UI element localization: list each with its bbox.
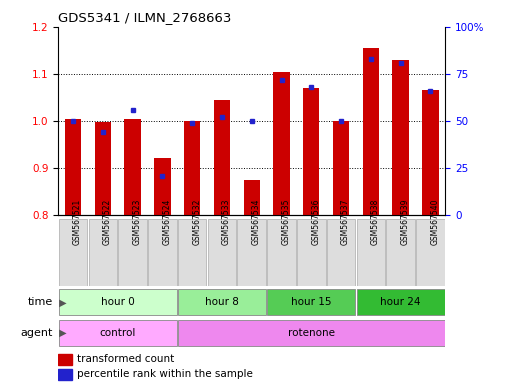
Bar — [362, 48, 378, 215]
FancyBboxPatch shape — [415, 219, 444, 286]
FancyBboxPatch shape — [356, 290, 444, 315]
FancyBboxPatch shape — [267, 290, 355, 315]
Bar — [302, 88, 319, 215]
FancyBboxPatch shape — [178, 290, 266, 315]
Bar — [392, 60, 408, 215]
Bar — [213, 100, 230, 215]
Text: GSM567540: GSM567540 — [430, 199, 438, 245]
FancyBboxPatch shape — [356, 219, 384, 286]
FancyBboxPatch shape — [207, 219, 236, 286]
Bar — [58, 354, 72, 365]
FancyBboxPatch shape — [385, 219, 414, 286]
Text: ▶: ▶ — [56, 328, 66, 338]
Text: GSM567538: GSM567538 — [370, 199, 379, 245]
Text: GSM567535: GSM567535 — [281, 199, 290, 245]
Bar — [58, 369, 72, 380]
Text: time: time — [28, 297, 53, 308]
FancyBboxPatch shape — [59, 219, 87, 286]
Text: GSM567537: GSM567537 — [340, 199, 349, 245]
FancyBboxPatch shape — [178, 320, 444, 346]
Text: GDS5341 / ILMN_2768663: GDS5341 / ILMN_2768663 — [58, 11, 231, 24]
Bar — [184, 121, 200, 215]
Bar — [421, 90, 438, 215]
FancyBboxPatch shape — [59, 290, 176, 315]
Text: GSM567522: GSM567522 — [103, 199, 112, 245]
Text: ▶: ▶ — [56, 297, 66, 308]
Text: transformed count: transformed count — [77, 354, 174, 364]
Text: rotenone: rotenone — [287, 328, 334, 338]
FancyBboxPatch shape — [88, 219, 117, 286]
Text: GSM567532: GSM567532 — [192, 199, 201, 245]
FancyBboxPatch shape — [267, 219, 295, 286]
FancyBboxPatch shape — [59, 320, 176, 346]
FancyBboxPatch shape — [118, 219, 146, 286]
FancyBboxPatch shape — [326, 219, 355, 286]
Text: hour 8: hour 8 — [205, 297, 238, 308]
Text: GSM567523: GSM567523 — [132, 199, 141, 245]
Text: control: control — [99, 328, 136, 338]
Text: hour 0: hour 0 — [100, 297, 134, 308]
Bar — [243, 180, 260, 215]
Text: GSM567536: GSM567536 — [311, 199, 320, 245]
Bar — [154, 158, 170, 215]
Bar — [273, 71, 289, 215]
Text: GSM567534: GSM567534 — [251, 199, 260, 245]
FancyBboxPatch shape — [148, 219, 176, 286]
FancyBboxPatch shape — [178, 219, 206, 286]
Text: GSM567521: GSM567521 — [73, 199, 82, 245]
Bar — [65, 119, 81, 215]
Bar — [124, 119, 140, 215]
Text: GSM567524: GSM567524 — [162, 199, 171, 245]
Bar — [94, 122, 111, 215]
FancyBboxPatch shape — [296, 219, 325, 286]
Text: agent: agent — [21, 328, 53, 338]
FancyBboxPatch shape — [237, 219, 266, 286]
Text: hour 24: hour 24 — [380, 297, 420, 308]
Text: GSM567533: GSM567533 — [222, 199, 230, 245]
Text: percentile rank within the sample: percentile rank within the sample — [77, 369, 252, 379]
Bar — [332, 121, 348, 215]
Text: GSM567539: GSM567539 — [400, 199, 409, 245]
Text: hour 15: hour 15 — [290, 297, 331, 308]
